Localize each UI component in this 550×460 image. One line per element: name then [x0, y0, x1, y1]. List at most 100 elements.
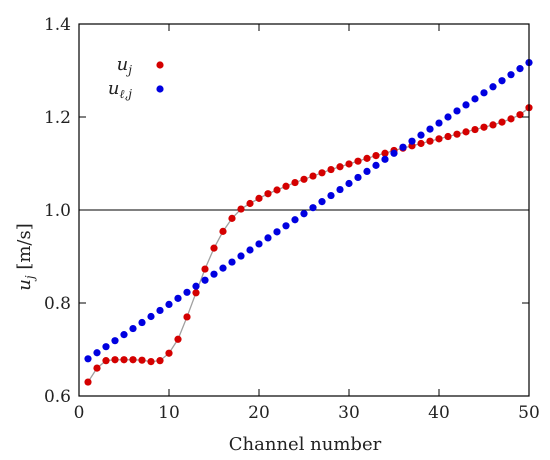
legend-label-u-j: uj: [117, 54, 133, 77]
series-1-point-34: [390, 149, 398, 157]
series-1-point-14: [210, 270, 218, 278]
y-tick-label-3: 1.2: [44, 108, 71, 128]
series-0-point-1: [93, 364, 101, 372]
series-0-point-6: [138, 356, 146, 364]
series-0-point-48: [516, 111, 524, 119]
ticks: 0 10 20 30 40 50 0.6 0.8 1.0 1.2 1.4: [44, 15, 540, 423]
series-0-point-40: [444, 132, 452, 141]
series-0-point-9: [165, 349, 173, 357]
legend-label-u-l-j-subscript: ℓ,j: [119, 87, 132, 101]
series-1-point-20: [264, 234, 272, 242]
x-tick-label-5: 50: [518, 403, 540, 423]
series-0-point-26: [318, 169, 326, 177]
series-1-point-42: [462, 101, 470, 109]
series-1-point-19: [255, 240, 263, 248]
series-0-point-47: [507, 115, 515, 123]
series-1-point-33: [381, 155, 389, 163]
legend-label-u-l-j-main: u: [108, 78, 120, 99]
series-1-point-37: [417, 131, 425, 139]
series-1-point-21: [273, 228, 281, 236]
series-1-point-15: [219, 264, 227, 272]
series-1-point-11: [183, 288, 191, 296]
x-tick-label-3: 30: [338, 403, 360, 423]
series-0-point-32: [372, 151, 380, 160]
series-0-point-7: [147, 357, 155, 366]
x-tick-label-0: 0: [74, 403, 85, 423]
series-0-point-8: [156, 357, 164, 365]
series-0-point-3: [111, 356, 119, 364]
series-1-point-9: [165, 300, 173, 308]
series-1-point-7: [147, 312, 155, 321]
series-0-point-15: [219, 227, 227, 235]
series-1-point-23: [291, 216, 299, 224]
series-0-point-25: [309, 172, 317, 180]
series-0-point-38: [426, 137, 434, 145]
series-1-point-1: [93, 349, 101, 357]
series-0-point-42: [462, 128, 470, 136]
series-1-point-44: [480, 89, 488, 97]
series-1-point-4: [120, 331, 128, 339]
series-0-point-31: [363, 154, 371, 162]
series-1-point-32: [372, 161, 380, 169]
series-0-point-33: [381, 149, 389, 157]
series-1-point-10: [174, 294, 182, 302]
series-1-point-24: [300, 210, 308, 218]
series-0-point-28: [336, 163, 344, 171]
series-0-point-16: [228, 214, 236, 222]
y-axis-label-subscript: j: [23, 275, 37, 282]
series-0-point-23: [291, 178, 299, 187]
series-0-point-14: [210, 244, 218, 252]
x-tick-label-1: 10: [158, 403, 180, 423]
series-1-point-45: [489, 83, 497, 91]
series-1-point-31: [363, 167, 371, 176]
series-1-point-30: [354, 173, 362, 182]
series-0-point-12: [192, 289, 200, 297]
series-1-point-16: [228, 258, 236, 266]
series-0-point-18: [246, 199, 254, 208]
series-0-point-41: [453, 130, 461, 138]
legend: uj uℓ,j: [108, 54, 164, 101]
series-1-point-18: [246, 246, 254, 254]
series-1-point-39: [435, 119, 443, 127]
series-1-point-41: [453, 107, 461, 115]
series-1-point-27: [327, 191, 335, 200]
series-1-point-5: [129, 324, 137, 333]
series-1-point-0: [84, 355, 92, 363]
series-1-point-28: [336, 185, 344, 194]
series-0-point-0: [84, 378, 92, 386]
legend-label-u-l-j: uℓ,j: [108, 78, 132, 101]
series-0-point-22: [282, 182, 290, 190]
y-tick-label-1: 0.8: [44, 294, 71, 314]
series-1-point-43: [471, 95, 479, 103]
x-tick-label-2: 20: [248, 403, 270, 423]
y-tick-label-0: 0.6: [44, 387, 71, 407]
series-0-point-27: [327, 165, 335, 174]
series-0-point-21: [273, 186, 281, 194]
series-1-point-35: [399, 143, 407, 151]
series-1-point-8: [156, 306, 164, 315]
legend-marker-u-l-j: [156, 85, 164, 93]
series-0-point-30: [354, 157, 362, 165]
series-0-point-44: [480, 123, 488, 131]
series-0-point-20: [264, 190, 272, 198]
series-0-point-45: [489, 121, 497, 129]
series-1-point-22: [282, 222, 290, 230]
series-1-point-48: [516, 65, 524, 73]
series-0-point-13: [201, 265, 209, 273]
series-0-point-11: [183, 313, 191, 321]
series-1-point-46: [498, 77, 506, 85]
series-1-point-25: [309, 204, 317, 212]
legend-label-u-j-subscript: j: [125, 63, 132, 77]
series-1-point-3: [111, 337, 119, 345]
series-points-layer: [84, 58, 533, 386]
series-0-point-29: [345, 160, 353, 168]
series-1-point-29: [345, 179, 353, 188]
series-0-point-5: [129, 356, 137, 364]
series-1-point-6: [138, 318, 146, 327]
series-1-point-47: [507, 71, 515, 79]
series-1-point-40: [444, 113, 452, 121]
y-axis-label: uj [m/s]: [14, 223, 37, 290]
series-line-0: [87, 107, 530, 383]
y-tick-label-2: 1.0: [44, 201, 71, 221]
